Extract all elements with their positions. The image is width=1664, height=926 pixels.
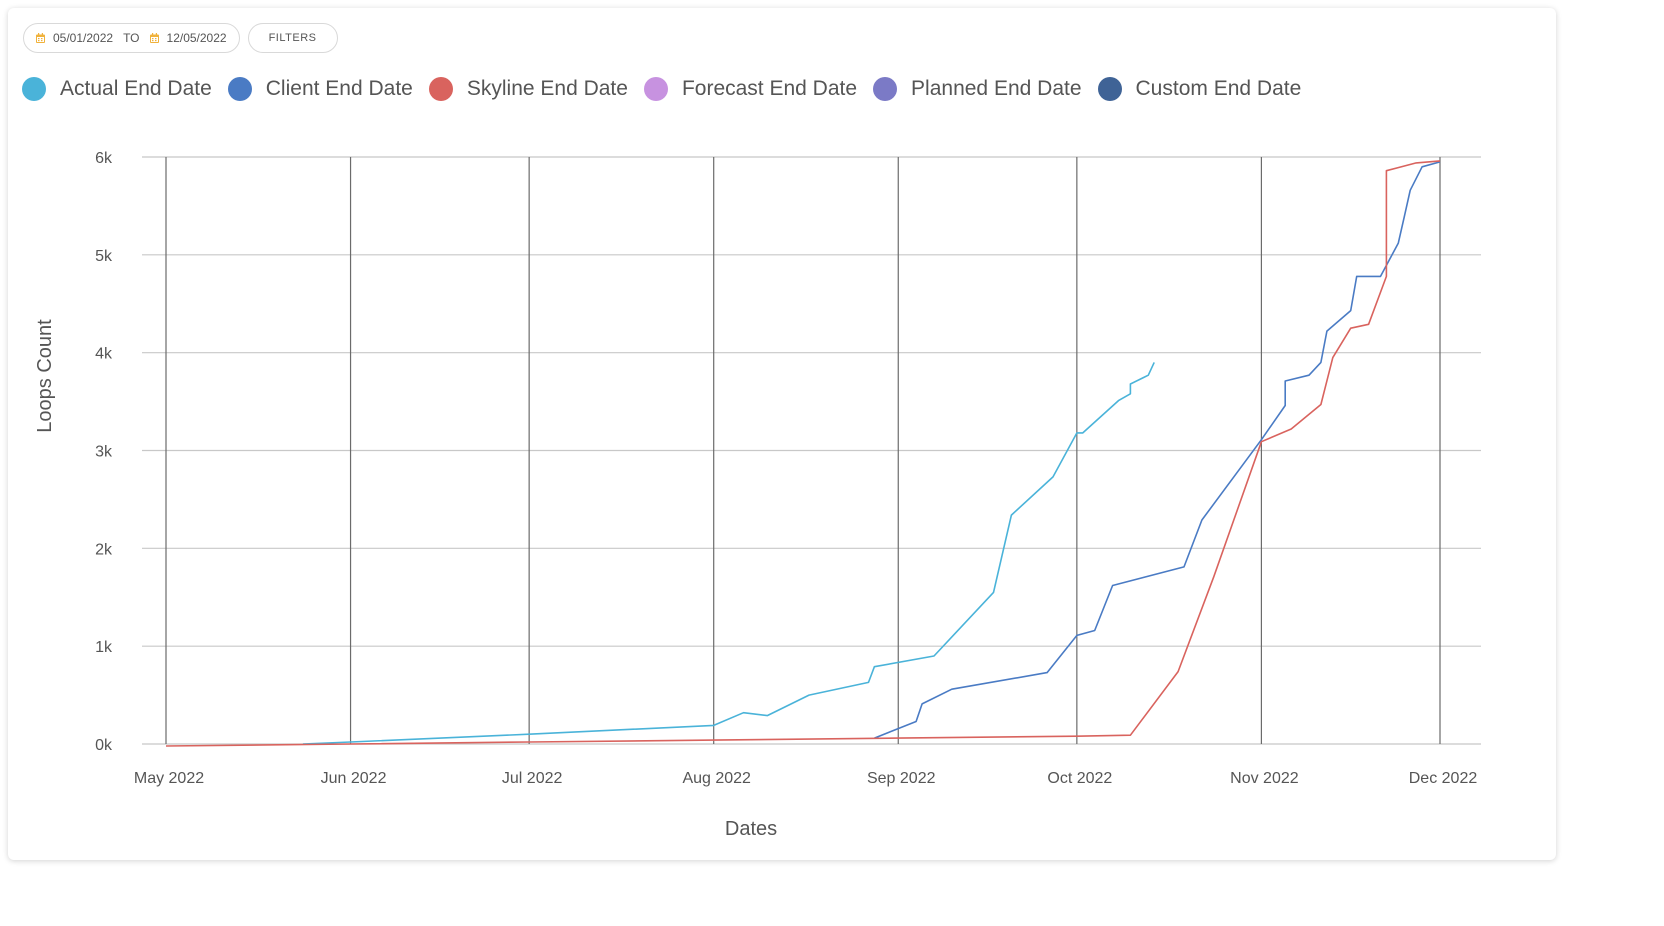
x-tick-label: Sep 2022 — [867, 770, 936, 787]
x-axis-title: Dates — [725, 818, 777, 840]
x-tick-label: Dec 2022 — [1409, 770, 1478, 787]
legend-swatch — [873, 77, 898, 101]
y-tick-label: 1k — [95, 639, 113, 656]
x-tick-label: Jul 2022 — [502, 770, 563, 787]
legend-label: Planned End Date — [911, 77, 1082, 100]
x-tick-label: Oct 2022 — [1047, 770, 1112, 787]
chart-card — [8, 8, 1556, 860]
legend-item-client-end-date[interactable]: Client End Date — [227, 77, 413, 101]
legend-label: Client End Date — [265, 77, 413, 100]
series-line-skyline-end-date — [165, 160, 1441, 747]
legend-label: Custom End Date — [1135, 77, 1302, 100]
y-tick-label: 4k — [95, 346, 113, 363]
legend-label: Forecast End Date — [681, 77, 858, 100]
y-tick-label: 5k — [95, 248, 113, 265]
x-tick-label: Nov 2022 — [1230, 770, 1299, 787]
legend-swatch — [22, 77, 46, 101]
legend-item-custom-end-date[interactable]: Custom End Date — [1097, 77, 1302, 101]
legend-item-forecast-end-date[interactable]: Forecast End Date — [643, 77, 858, 101]
chart-legend: Actual End Date Client End Date Skyline … — [22, 77, 1317, 101]
series-line-actual-end-date — [302, 362, 1155, 745]
toolbar: 05/01/2022 TO 12/05/2022 FILTERS — [23, 23, 338, 53]
legend-label: Skyline End Date — [466, 77, 628, 100]
legend-swatch — [428, 77, 453, 101]
x-tick-label: Aug 2022 — [682, 770, 751, 787]
series-line-client-end-date — [874, 161, 1441, 739]
date-separator: TO — [123, 31, 140, 45]
calendar-icon — [36, 33, 45, 43]
legend-label: Actual End Date — [60, 77, 212, 100]
filters-button[interactable]: FILTERS — [247, 23, 338, 53]
legend-item-actual-end-date[interactable]: Actual End Date — [22, 77, 212, 101]
date-from[interactable]: 05/01/2022 — [53, 31, 114, 45]
x-tick-label: May 2022 — [134, 770, 204, 787]
legend-swatch — [227, 77, 252, 101]
x-tick-label: Jun 2022 — [321, 770, 387, 787]
y-tick-label: 2k — [95, 541, 113, 558]
y-tick-label: 6k — [95, 150, 113, 167]
legend-swatch — [1097, 77, 1122, 101]
calendar-icon — [149, 33, 159, 43]
date-to[interactable]: 12/05/2022 — [166, 31, 227, 45]
y-tick-label: 0k — [95, 737, 113, 754]
legend-swatch — [643, 77, 668, 101]
legend-item-skyline-end-date[interactable]: Skyline End Date — [428, 77, 628, 101]
y-tick-label: 3k — [95, 444, 113, 461]
y-axis-title: Loops Count — [34, 319, 56, 433]
legend-item-planned-end-date[interactable]: Planned End Date — [873, 77, 1082, 101]
date-range-picker[interactable]: 05/01/2022 TO 12/05/2022 — [23, 23, 240, 53]
